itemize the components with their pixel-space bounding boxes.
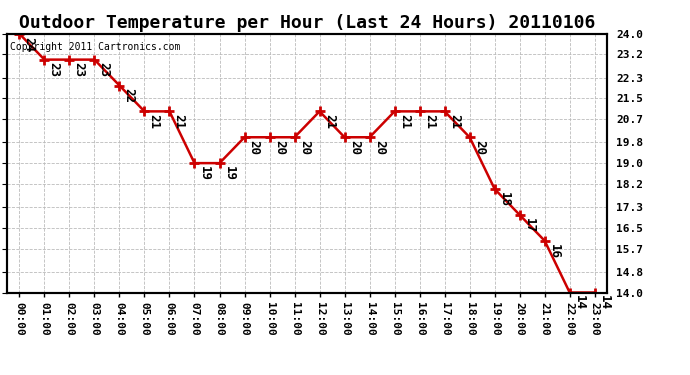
Text: 20: 20	[248, 140, 261, 155]
Text: 21: 21	[423, 114, 436, 129]
Text: 18: 18	[498, 192, 511, 207]
Text: 16: 16	[548, 243, 561, 258]
Text: 22: 22	[123, 88, 136, 103]
Text: 20: 20	[273, 140, 286, 155]
Text: 14: 14	[573, 295, 586, 310]
Text: 20: 20	[298, 140, 310, 155]
Text: 21: 21	[172, 114, 186, 129]
Title: Outdoor Temperature per Hour (Last 24 Hours) 20110106: Outdoor Temperature per Hour (Last 24 Ho…	[19, 14, 595, 32]
Text: 19: 19	[223, 166, 236, 181]
Text: 23: 23	[98, 62, 110, 77]
Text: 21: 21	[448, 114, 461, 129]
Text: 20: 20	[373, 140, 386, 155]
Text: 23: 23	[48, 62, 61, 77]
Text: 21: 21	[398, 114, 411, 129]
Text: 20: 20	[348, 140, 361, 155]
Text: 14: 14	[598, 295, 611, 310]
Text: 24: 24	[23, 36, 36, 51]
Text: 20: 20	[473, 140, 486, 155]
Text: 19: 19	[198, 166, 210, 181]
Text: 23: 23	[72, 62, 86, 77]
Text: Copyright 2011 Cartronics.com: Copyright 2011 Cartronics.com	[10, 42, 180, 51]
Text: 21: 21	[323, 114, 336, 129]
Text: 17: 17	[523, 217, 536, 232]
Text: 21: 21	[148, 114, 161, 129]
